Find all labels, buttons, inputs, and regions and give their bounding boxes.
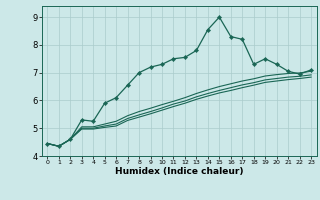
X-axis label: Humidex (Indice chaleur): Humidex (Indice chaleur) [115, 167, 244, 176]
